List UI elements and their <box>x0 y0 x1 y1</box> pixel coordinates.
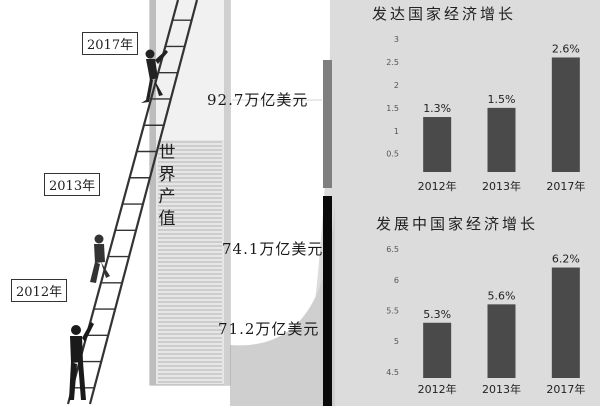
chart-0-bar-2 <box>551 57 580 172</box>
gray-band <box>323 60 332 188</box>
value-label-bottom: 71.2万亿美元 <box>218 320 320 338</box>
chart-title-developed: 发达国家经济增长 <box>372 5 517 23</box>
ladder-rungs <box>72 19 192 389</box>
climber-middle <box>90 234 110 283</box>
background-curve <box>300 0 600 406</box>
pile-title-text: 世界产值 <box>158 143 176 229</box>
chart-0-bar-1 <box>487 107 516 172</box>
chart-1-category-1: 2013年 <box>482 382 521 396</box>
value-label-top: 92.7万亿美元 <box>207 91 309 109</box>
ladder-flag-2013: 2013年 <box>44 173 101 196</box>
chart-0-ytick: 0.5 <box>386 150 399 159</box>
chart-1-ytick: 5.5 <box>386 307 399 316</box>
chart-0-ytick: 3 <box>394 35 399 44</box>
chart-0-category-1: 2013年 <box>482 179 521 193</box>
chart-1-value-label-0: 5.3% <box>423 308 451 321</box>
chart-1-bar-2 <box>551 267 580 378</box>
chart-1-value-label-2: 6.2% <box>552 253 580 266</box>
chart-1-bar-0 <box>423 322 452 378</box>
chart-0-category-2: 2017年 <box>546 179 585 193</box>
chart-1-ytick: 6 <box>394 276 399 285</box>
chart-0-ytick: 2.5 <box>386 58 399 67</box>
ladder-flag-2012: 2012年 <box>11 279 68 302</box>
chart-1-ytick: 4.5 <box>386 368 399 377</box>
chart-1-ytick: 6.5 <box>386 245 399 254</box>
chart-0-category-0: 2012年 <box>418 179 457 193</box>
chart-0-value-label-0: 1.3% <box>423 102 451 115</box>
chart-0-value-label-2: 2.6% <box>552 42 580 55</box>
chart-0-ytick: 2 <box>394 81 399 90</box>
value-label-middle: 74.1万亿美元 <box>222 240 324 258</box>
climber-bottom <box>69 322 94 400</box>
chart-1-ytick: 5 <box>394 337 399 346</box>
chart-0-bar-0 <box>423 117 452 172</box>
chart-0-value-label-1: 1.5% <box>488 93 516 106</box>
chart-title-developing: 发展中国家经济增长 <box>376 215 539 233</box>
chart-1-category-2: 2017年 <box>546 382 585 396</box>
chart-1-bar-1 <box>487 304 516 378</box>
ladder-flag-2017: 2017年 <box>82 32 139 55</box>
chart-0-ytick: 1.5 <box>386 104 399 113</box>
chart-0-ytick: 1 <box>394 127 399 136</box>
pile-stripes <box>158 141 222 383</box>
chart-1-value-label-1: 5.6% <box>488 289 516 302</box>
pile-title: 世界产值 <box>157 142 177 230</box>
climber-top <box>141 49 168 103</box>
background-curve-inner <box>230 200 335 406</box>
black-band <box>323 196 332 406</box>
chart-1-category-0: 2012年 <box>418 382 457 396</box>
output-pile <box>149 0 231 386</box>
